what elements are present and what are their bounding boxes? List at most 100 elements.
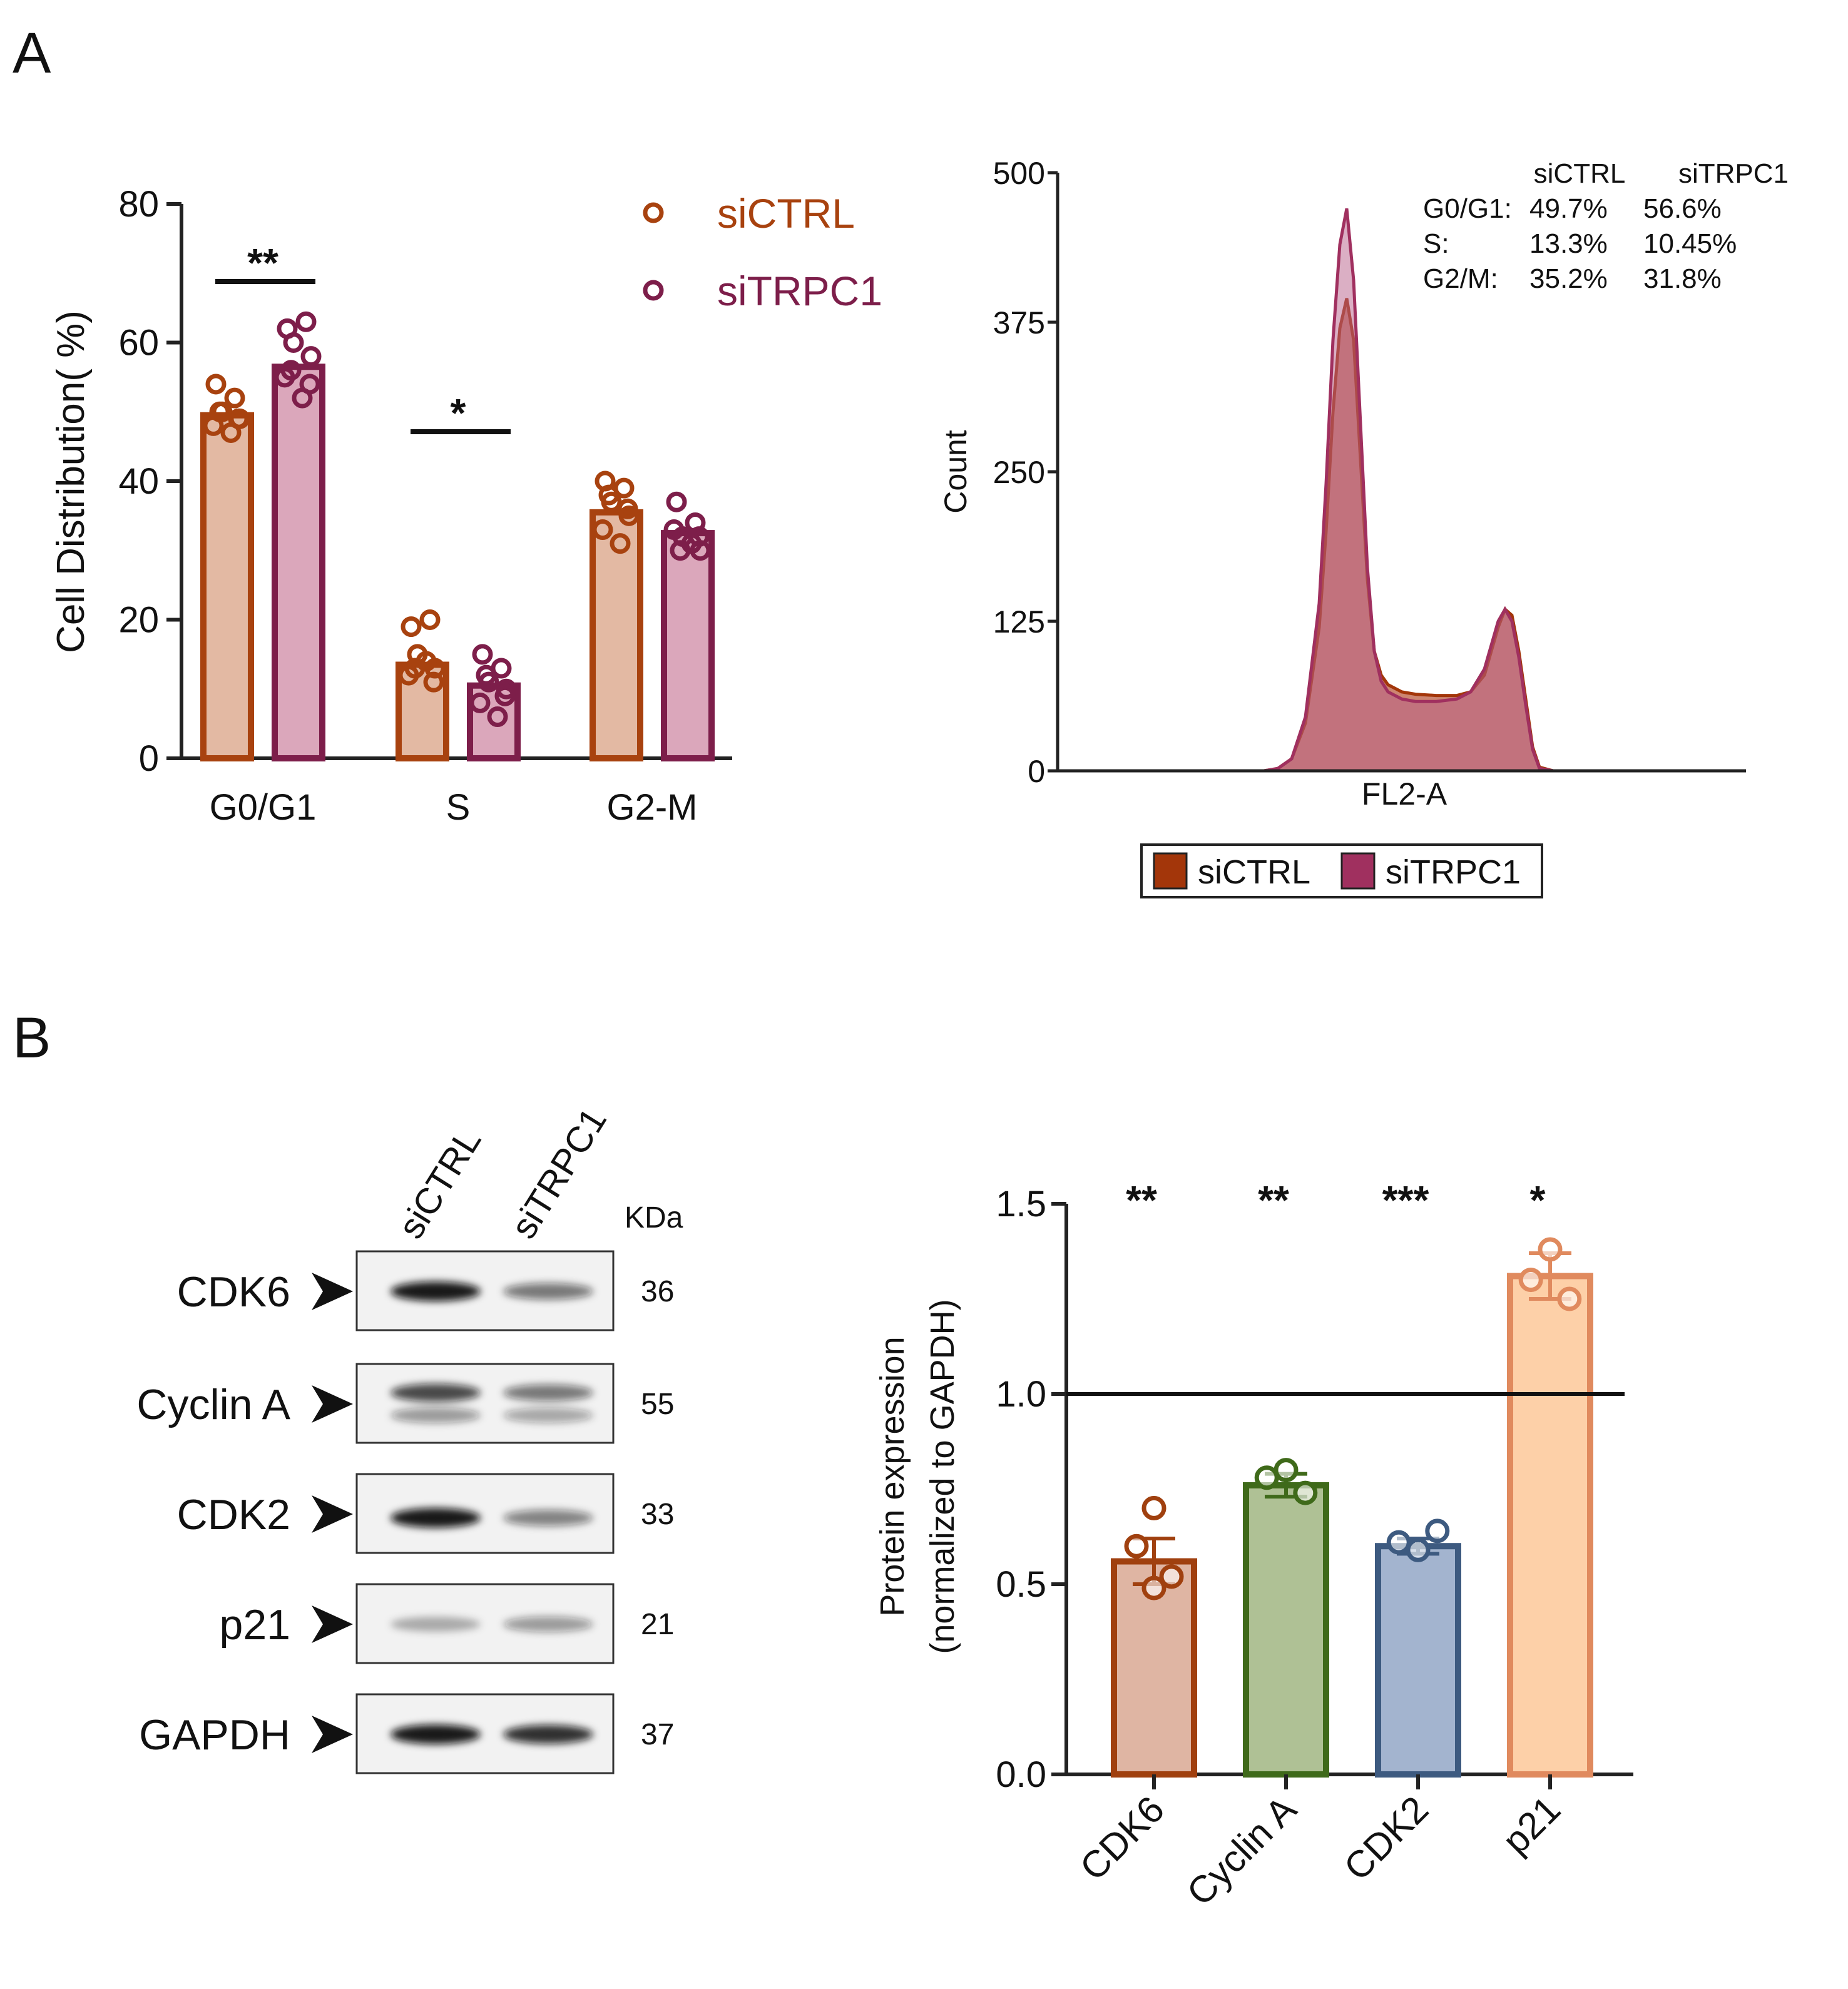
lane-label: siTRPC1 [503, 1101, 615, 1246]
bar [1243, 1482, 1329, 1778]
blot-band [391, 1407, 481, 1423]
table-row-label: G0/G1: [1423, 193, 1512, 224]
lane-label: siCTRL [391, 1121, 489, 1245]
bar [590, 509, 643, 762]
x-axis-label: FL2-A [1362, 776, 1447, 811]
table-header: siCTRL [1534, 158, 1626, 189]
significance-label: ** [1258, 1178, 1289, 1223]
y-tick-label: 0.5 [996, 1564, 1046, 1605]
y-tick-label: 500 [993, 156, 1045, 191]
kda-label: 36 [641, 1275, 674, 1308]
y-tick-label: 40 [118, 461, 159, 502]
bar [661, 530, 715, 761]
table-cell: 10.45% [1643, 228, 1737, 259]
x-tick-label: CDK6 [1072, 1788, 1173, 1889]
bar [272, 364, 325, 761]
y-tick-label: 375 [993, 305, 1045, 340]
table-cell: 13.3% [1529, 228, 1608, 259]
blot-band [503, 1283, 593, 1300]
table-cell: 56.6% [1643, 193, 1722, 224]
legend-marker [643, 202, 664, 223]
y-axis-label: (normalized to GAPDH) [924, 1299, 961, 1654]
protein-label: GAPDH [139, 1711, 290, 1759]
table-header: siTRPC1 [1678, 158, 1789, 189]
y-axis-label: Count [938, 430, 973, 514]
data-point [1293, 1480, 1318, 1505]
table-row-label: S: [1423, 228, 1449, 259]
blot-band [503, 1407, 593, 1423]
data-point [666, 491, 687, 512]
data-point [1557, 1286, 1582, 1311]
y-tick-label: 1.5 [996, 1184, 1046, 1224]
data-point [1425, 1518, 1450, 1544]
y-tick-label: 0 [1028, 754, 1045, 789]
kda-label: 55 [641, 1388, 674, 1421]
data-point [469, 692, 491, 713]
blot-band [391, 1617, 481, 1632]
data-point [1518, 1268, 1543, 1293]
blot-frame [355, 1363, 615, 1444]
data-point [617, 498, 638, 519]
blot-band [391, 1281, 481, 1301]
data-point [1124, 1534, 1149, 1559]
y-tick-label: 0 [139, 738, 159, 779]
legend-label: siTRPC1 [1386, 853, 1521, 891]
kda-label: 21 [641, 1608, 674, 1641]
data-point [610, 533, 631, 554]
panel-label: A [13, 21, 51, 85]
protein-label: CDK6 [177, 1268, 290, 1316]
data-point [209, 401, 230, 422]
panel-label: B [13, 1006, 51, 1070]
x-tick-label: G0/G1 [210, 787, 317, 828]
bar [396, 661, 449, 762]
protein-label: Cyclin A [136, 1381, 290, 1428]
blot-band [503, 1724, 593, 1744]
data-point [295, 311, 317, 332]
y-tick-label: 125 [993, 604, 1045, 639]
significance-label: *** [1382, 1178, 1429, 1223]
table-cell: 31.8% [1643, 263, 1722, 294]
x-tick-label: p21 [1494, 1788, 1568, 1862]
significance-label: * [451, 390, 466, 435]
kda-label: 33 [641, 1498, 674, 1531]
data-point [1141, 1575, 1166, 1600]
data-point [1406, 1537, 1431, 1562]
data-point [401, 616, 422, 638]
blot-band [391, 1724, 481, 1744]
data-point [688, 526, 710, 547]
data-point [598, 484, 620, 506]
bar [1375, 1543, 1461, 1778]
data-point [670, 540, 691, 561]
data-point [280, 360, 302, 381]
data-point [1274, 1458, 1299, 1483]
significance-label: ** [1126, 1178, 1157, 1223]
y-tick-label: 20 [118, 600, 159, 641]
blot-band [503, 1510, 593, 1526]
legend-swatch [1153, 852, 1188, 890]
data-point [487, 706, 508, 728]
y-axis-label: Cell Distribution( %) [49, 310, 93, 653]
y-axis-label: Protein expression [874, 1336, 911, 1616]
protein-label: p21 [220, 1601, 290, 1649]
arrowhead [312, 1716, 353, 1753]
x-tick-label: G2-M [607, 787, 698, 828]
data-point [300, 346, 322, 367]
bar [1507, 1273, 1593, 1778]
table-row-label: G2/M: [1423, 263, 1498, 294]
area-fill [1058, 208, 1746, 771]
legend-label: siCTRL [717, 190, 855, 237]
data-point [494, 685, 516, 706]
x-tick-label: Cyclin A [1179, 1788, 1305, 1914]
data-point [283, 332, 304, 353]
kda-label: 37 [641, 1718, 674, 1751]
data-point [1141, 1495, 1166, 1520]
arrowhead [312, 1605, 353, 1643]
y-tick-label: 80 [118, 184, 159, 225]
blot-band [503, 1616, 593, 1632]
data-point [404, 658, 426, 679]
data-point [472, 644, 493, 665]
y-tick-label: 1.0 [996, 1374, 1046, 1415]
bar [200, 412, 254, 761]
legend-label: siTRPC1 [717, 268, 882, 314]
data-point [592, 519, 613, 541]
